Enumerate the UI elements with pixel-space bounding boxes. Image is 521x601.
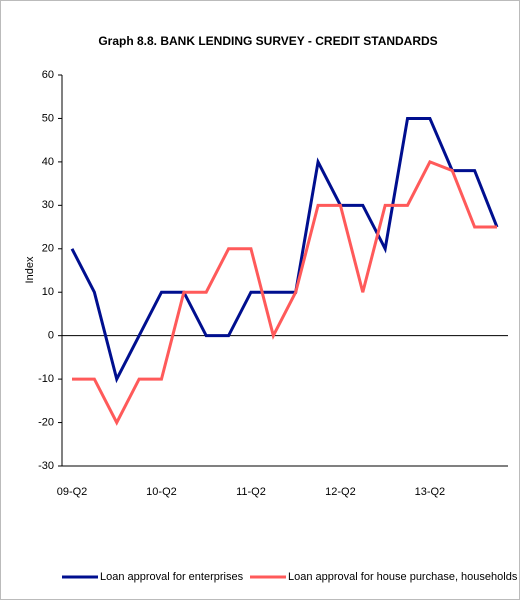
y-tick-label: -30 bbox=[38, 460, 54, 472]
series-line bbox=[70, 116, 499, 384]
x-tick-label: 12-Q2 bbox=[325, 486, 356, 498]
legend-label: Loan approval for enterprises bbox=[100, 571, 244, 583]
y-tick-label: 60 bbox=[42, 69, 54, 81]
x-tick-label: 10-Q2 bbox=[146, 486, 177, 498]
series-line bbox=[72, 160, 497, 426]
x-tick-label: 13-Q2 bbox=[415, 486, 446, 498]
y-tick-label: 30 bbox=[42, 199, 54, 211]
legend-label: Loan approval for house purchase, househ… bbox=[288, 571, 518, 583]
y-axis-label: Index bbox=[24, 256, 36, 283]
y-tick-label: 0 bbox=[48, 330, 54, 342]
x-tick-label: 09-Q2 bbox=[57, 486, 88, 498]
y-tick-label: -10 bbox=[38, 373, 54, 385]
chart-title: Graph 8.8. BANK LENDING SURVEY - CREDIT … bbox=[98, 34, 437, 48]
y-tick-label: 50 bbox=[42, 112, 54, 124]
y-tick-label: -20 bbox=[38, 416, 54, 428]
y-tick-label: 10 bbox=[42, 286, 54, 298]
y-tick-label: 20 bbox=[42, 243, 54, 255]
x-tick-label: 11-Q2 bbox=[236, 486, 266, 498]
y-tick-label: 40 bbox=[42, 156, 54, 168]
